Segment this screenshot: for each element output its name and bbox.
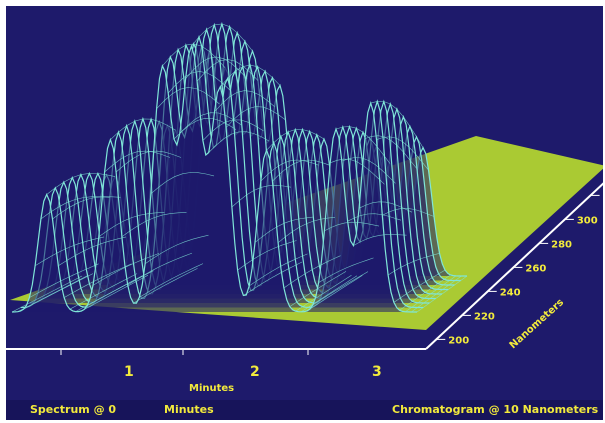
mesh-wire <box>127 252 193 286</box>
mesh-wire <box>393 269 446 303</box>
y-tick-label: 240 <box>500 287 521 298</box>
mesh-wire <box>167 71 231 94</box>
mesh-wire <box>249 253 308 287</box>
mesh-wire <box>225 106 286 128</box>
x-axis-title: Minutes <box>189 383 234 394</box>
y-axis-title: Nanometers <box>508 297 566 351</box>
mesh-wire <box>214 90 275 113</box>
mesh-wire <box>208 131 270 153</box>
mesh-wire <box>324 221 380 232</box>
mesh-wire <box>121 212 187 238</box>
mesh-wire <box>237 240 297 271</box>
chart-frame: 123 200220240260280300320 Minutes Nanome… <box>6 6 603 420</box>
mesh-wire <box>312 271 369 306</box>
mesh-wire <box>133 268 198 304</box>
mesh-wire <box>370 101 424 148</box>
status-bar: Spectrum @ 0 Minutes Chromatogram @ 10 N… <box>6 400 603 420</box>
peak-mesh <box>11 21 468 313</box>
y-tick-label: 280 <box>551 239 572 250</box>
mesh-wire <box>387 253 440 276</box>
x-tick-label: 1 <box>124 364 134 380</box>
mesh-wire <box>353 234 407 246</box>
spectrum-label: Spectrum @ 0 <box>30 403 117 416</box>
mesh-wire <box>220 64 281 87</box>
mesh-wire <box>139 263 204 298</box>
mesh-wire <box>92 253 160 286</box>
mesh-wire <box>399 274 451 311</box>
chromatogram-label: Chromatogram @ 10 Nanometers <box>392 403 599 416</box>
mesh-wire <box>330 158 385 185</box>
mesh-wire <box>46 173 116 195</box>
mesh-wire <box>283 255 341 289</box>
mesh-wire <box>376 136 429 171</box>
mesh-wire <box>185 56 248 79</box>
mesh-wire <box>277 217 336 243</box>
mesh-wire <box>104 150 171 173</box>
mesh-wire <box>17 275 88 312</box>
mesh-wire <box>364 135 418 170</box>
mesh-wire <box>52 196 121 220</box>
y-axis-ticks: 200220240260280300320 <box>436 191 603 346</box>
mesh-wire <box>196 59 259 82</box>
x-tick-label: 3 <box>372 364 382 380</box>
surface-chart: 123 200220240260280300320 Minutes Nanome… <box>6 21 603 394</box>
x-tick-label: 2 <box>250 364 260 380</box>
y-tick-label: 300 <box>577 215 598 226</box>
y-tick-label: 200 <box>448 335 469 346</box>
mesh-wire <box>231 185 292 208</box>
mesh-wire <box>341 157 396 184</box>
mesh-wire <box>110 118 176 140</box>
mesh-wire <box>63 263 132 298</box>
mesh-wire <box>254 216 314 243</box>
x-axis-ticks: 1 2 3 <box>124 364 382 380</box>
y-tick-label: 260 <box>525 263 546 274</box>
mesh-wire <box>289 271 347 307</box>
mesh-wire <box>191 23 253 52</box>
mesh-wire <box>58 236 127 267</box>
mesh-wire <box>144 234 209 265</box>
mesh-wire <box>306 275 363 312</box>
mesh-wire <box>416 275 468 313</box>
mesh-wire <box>335 126 391 164</box>
mesh-wire <box>115 150 182 173</box>
y-axis-line <box>425 182 603 350</box>
mesh-wire <box>69 273 138 310</box>
mesh-wire <box>318 257 374 283</box>
mesh-wire <box>266 129 325 151</box>
mesh-wire <box>295 275 352 312</box>
mesh-wire <box>150 172 215 194</box>
mesh-wire <box>156 87 220 109</box>
mesh-wire <box>243 261 303 296</box>
mesh-wire <box>260 159 319 182</box>
spectrum-unit: Minutes <box>164 403 214 416</box>
mesh-wire <box>34 236 105 267</box>
mesh-wire <box>23 273 94 310</box>
mesh-wire <box>411 275 462 313</box>
y-tick-label: 220 <box>474 311 495 322</box>
mesh-wire <box>272 159 330 182</box>
mesh-wire <box>81 274 149 312</box>
mesh-wire <box>29 263 99 298</box>
mesh-wire <box>98 212 165 238</box>
mesh-wire <box>405 275 457 313</box>
mesh-wire <box>11 275 83 313</box>
mesh-wire <box>40 196 110 220</box>
mesh-wire <box>382 208 435 217</box>
mesh-wire <box>347 213 402 222</box>
mesh-wire <box>162 43 226 68</box>
mesh-wire <box>179 112 242 134</box>
mesh-wire <box>301 275 358 313</box>
